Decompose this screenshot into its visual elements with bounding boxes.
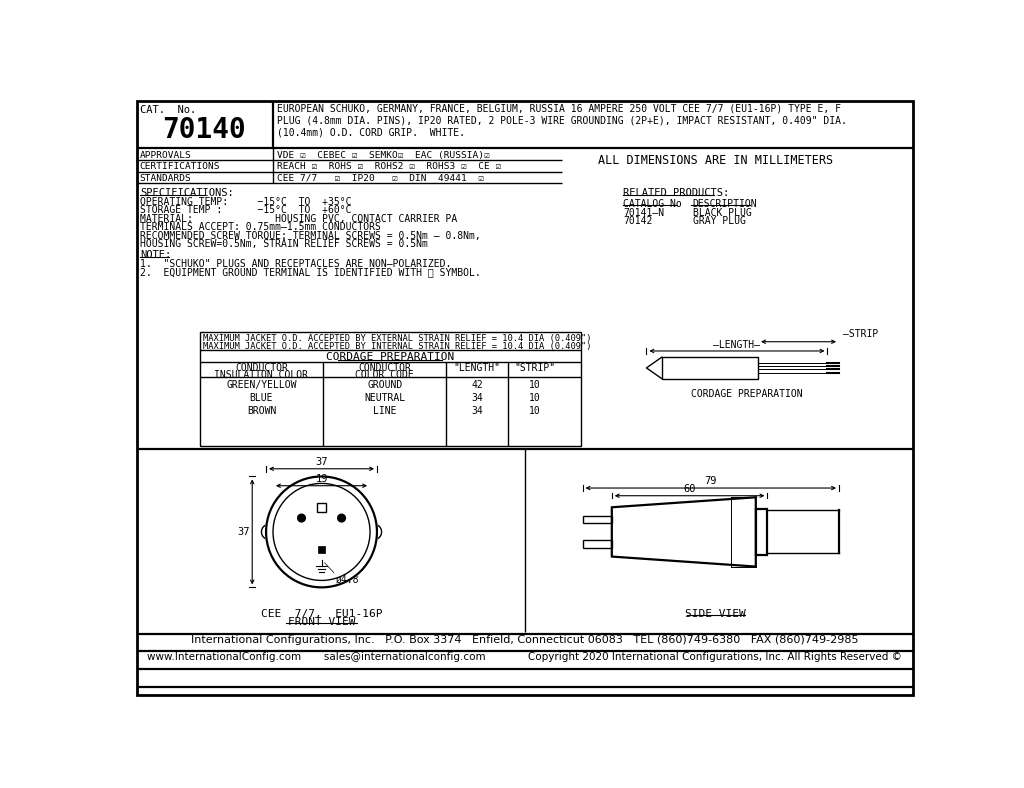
- Text: STANDARDS: STANDARDS: [140, 174, 191, 183]
- Text: VDE ☑  CEBEC ☑  SEMKO☑  EAC (RUSSIA)☑: VDE ☑ CEBEC ☑ SEMKO☑ EAC (RUSSIA)☑: [276, 151, 489, 160]
- Text: CEE 7/7   ☑  IP20   ☑  DIN  49441  ☑: CEE 7/7 ☑ IP20 ☑ DIN 49441 ☑: [276, 174, 484, 183]
- Text: 19: 19: [315, 474, 328, 484]
- Text: 34: 34: [471, 393, 483, 403]
- Text: CEE  7/7,  EU1-16P: CEE 7/7, EU1-16P: [261, 609, 382, 619]
- Text: NOTE:: NOTE:: [140, 250, 171, 260]
- Text: CERTIFICATIONS: CERTIFICATIONS: [140, 162, 220, 171]
- Text: CONDUCTOR: CONDUCTOR: [358, 363, 411, 374]
- Text: CAT.  No.: CAT. No.: [140, 105, 196, 114]
- Text: —LENGTH—: —LENGTH—: [713, 340, 760, 350]
- Text: CATALOG No: CATALOG No: [624, 199, 682, 209]
- Text: MATERIAL:              HOUSING PVC, CONTACT CARRIER PA: MATERIAL: HOUSING PVC, CONTACT CARRIER P…: [140, 214, 457, 224]
- Text: RELATED PRODUCTS:: RELATED PRODUCTS:: [624, 188, 730, 199]
- Text: EUROPEAN SCHUKO, GERMANY, FRANCE, BELGIUM, RUSSIA 16 AMPERE 250 VOLT CEE 7/7 (EU: EUROPEAN SCHUKO, GERMANY, FRANCE, BELGIU…: [276, 104, 847, 137]
- Text: 1.  "SCHUKO" PLUGS AND RECEPTACLES ARE NON–POLARIZED.: 1. "SCHUKO" PLUGS AND RECEPTACLES ARE NO…: [140, 258, 452, 269]
- Text: 10: 10: [529, 393, 541, 403]
- Bar: [317, 503, 326, 511]
- Text: BLUE: BLUE: [250, 393, 273, 403]
- Text: 70142: 70142: [624, 216, 652, 226]
- Text: INSULATION COLOR: INSULATION COLOR: [214, 370, 308, 381]
- Text: 60: 60: [683, 484, 696, 494]
- Text: MAXIMUM JACKET O.D. ACCEPTED BY INTERNAL STRAIN RELIEF = 10.4 DIA (0.409"): MAXIMUM JACKET O.D. ACCEPTED BY INTERNAL…: [203, 342, 592, 351]
- Text: —STRIP: —STRIP: [843, 329, 878, 340]
- Text: LINE: LINE: [373, 407, 396, 416]
- Text: 37: 37: [238, 527, 250, 537]
- Text: "LENGTH": "LENGTH": [454, 363, 501, 374]
- Text: NEUTRAL: NEUTRAL: [365, 393, 406, 403]
- Text: APPROVALS: APPROVALS: [140, 151, 191, 160]
- Text: 37: 37: [315, 457, 328, 467]
- Text: REACH ☑  ROHS ☑  ROHS2 ☑  ROHS3 ☑  CE ☑: REACH ☑ ROHS ☑ ROHS2 ☑ ROHS3 ☑ CE ☑: [276, 162, 501, 171]
- Text: COLOR CODE: COLOR CODE: [355, 370, 414, 381]
- Text: MAXIMUM JACKET O.D. ACCEPTED BY EXTERNAL STRAIN RELIEF = 10.4 DIA (0.409"): MAXIMUM JACKET O.D. ACCEPTED BY EXTERNAL…: [203, 334, 592, 343]
- Text: 10: 10: [529, 381, 541, 390]
- Text: 70140: 70140: [162, 116, 246, 144]
- Text: FRONT VIEW: FRONT VIEW: [288, 617, 355, 626]
- Text: 10: 10: [529, 407, 541, 416]
- Text: CORDAGE PREPARATION: CORDAGE PREPARATION: [326, 351, 455, 362]
- Text: 2.  EQUIPMENT GROUND TERMINAL IS IDENTIFIED WITH ⏚ SYMBOL.: 2. EQUIPMENT GROUND TERMINAL IS IDENTIFI…: [140, 267, 480, 277]
- Text: 42: 42: [471, 381, 483, 390]
- Text: GREEN/YELLOW: GREEN/YELLOW: [226, 381, 297, 390]
- Text: ALL DIMENSIONS ARE IN MILLIMETERS: ALL DIMENSIONS ARE IN MILLIMETERS: [598, 154, 834, 166]
- Circle shape: [338, 515, 345, 522]
- Bar: [200, 332, 581, 446]
- Bar: [756, 509, 767, 555]
- Text: HOUSING SCREW=0.5Nm, STRAIN RELIEF SCREWS = 0.5Nm: HOUSING SCREW=0.5Nm, STRAIN RELIEF SCREW…: [140, 240, 428, 249]
- Text: 34: 34: [471, 407, 483, 416]
- Text: 79: 79: [705, 477, 717, 486]
- Text: STORAGE TEMP :      −15°C  TO  +60°C: STORAGE TEMP : −15°C TO +60°C: [140, 206, 351, 215]
- Text: BLACK PLUG: BLACK PLUG: [692, 208, 752, 217]
- Text: GROUND: GROUND: [367, 381, 402, 390]
- Text: OPERATING TEMP:     −15°C  TO  +35°C: OPERATING TEMP: −15°C TO +35°C: [140, 197, 351, 207]
- Text: 70141–N: 70141–N: [624, 208, 665, 217]
- Text: ø4.8: ø4.8: [336, 574, 358, 584]
- Bar: [317, 546, 326, 553]
- Text: "STRIP": "STRIP": [514, 363, 555, 374]
- Circle shape: [298, 515, 305, 522]
- Text: www.InternationalConfig.com       sales@internationalconfig.com             Copy: www.InternationalConfig.com sales@intern…: [147, 652, 902, 662]
- Text: BROWN: BROWN: [247, 407, 276, 416]
- Text: RECOMMENDED SCREW TORQUE: TERMINAL SCREWS = 0.5Nm – 0.8Nm,: RECOMMENDED SCREW TORQUE: TERMINAL SCREW…: [140, 231, 480, 241]
- Text: DESCRIPTION: DESCRIPTION: [692, 199, 758, 209]
- Text: TERMINALS ACCEPT: 0.75mm–1.5mm CONDUCTORS: TERMINALS ACCEPT: 0.75mm–1.5mm CONDUCTOR…: [140, 222, 381, 232]
- Text: SPECIFICATIONS:: SPECIFICATIONS:: [140, 188, 233, 199]
- Text: SIDE VIEW: SIDE VIEW: [685, 609, 746, 619]
- Text: CORDAGE PREPARATION: CORDAGE PREPARATION: [691, 389, 803, 400]
- Text: GRAY PLUG: GRAY PLUG: [692, 216, 745, 226]
- Text: CONDUCTOR: CONDUCTOR: [236, 363, 288, 374]
- Text: International Configurations, Inc.   P.O. Box 3374   Enfield, Connecticut 06083 : International Configurations, Inc. P.O. …: [191, 635, 858, 645]
